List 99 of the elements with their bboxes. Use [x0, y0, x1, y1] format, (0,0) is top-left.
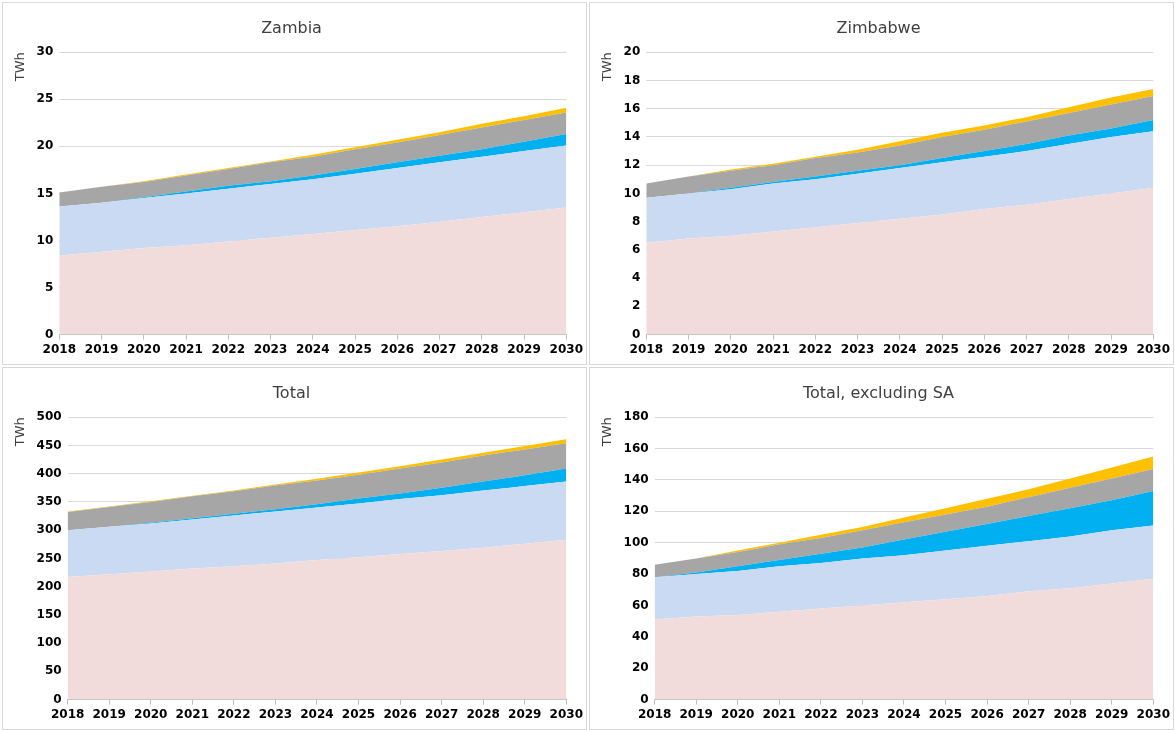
x-tick-label: 2028: [1053, 706, 1087, 721]
y-tick-label: 120: [623, 503, 649, 518]
y-tick-label: 450: [36, 437, 62, 452]
y-tick-label: 200: [36, 578, 62, 593]
y-tick-label: 80: [631, 566, 649, 581]
x-tick-label: 2029: [1095, 706, 1129, 721]
x-tick-label: 2025: [925, 341, 959, 356]
x-tick-label: 2026: [380, 341, 414, 356]
y-tick-label: 5: [44, 279, 54, 294]
x-tick-label: 2030: [1136, 341, 1170, 356]
x-tick-label: 2019: [671, 341, 706, 356]
y-tick-label: 140: [623, 472, 649, 487]
x-tick-label: 2030: [1136, 706, 1170, 721]
y-tick-label: 16: [623, 100, 641, 115]
y-tick-label: 400: [36, 465, 62, 480]
y-axis-title: TWh: [599, 417, 615, 448]
x-tick-label: 2022: [798, 341, 832, 356]
y-tick-label: 6: [631, 242, 641, 257]
y-tick-label: 300: [36, 522, 62, 537]
x-tick-label: 2022: [217, 706, 251, 721]
x-tick-label: 2019: [84, 341, 119, 356]
y-tick-label: 2: [631, 298, 641, 313]
x-tick-label: 2020: [721, 706, 755, 721]
y-tick-label: 20: [36, 138, 54, 153]
y-tick-label: 20: [631, 660, 649, 675]
x-tick-label: 2024: [296, 341, 330, 356]
x-tick-label: 2028: [465, 341, 499, 356]
x-tick-label: 2026: [383, 706, 417, 721]
x-tick-label: 2020: [127, 341, 161, 356]
y-axis-title: TWh: [12, 417, 28, 448]
chart-title: Zimbabwe: [836, 17, 921, 37]
y-tick-label: 0: [53, 691, 62, 706]
x-tick-label: 2021: [762, 706, 797, 721]
x-tick-label: 2024: [300, 706, 334, 721]
x-tick-label: 2030: [549, 706, 583, 721]
x-tick-label: 2027: [1011, 706, 1046, 721]
x-tick-label: 2024: [883, 341, 917, 356]
chart-title: Total: [271, 382, 311, 402]
y-tick-label: 0: [640, 691, 649, 706]
x-tick-label: 2023: [845, 706, 880, 721]
chart-title: Total, excluding SA: [801, 382, 955, 402]
x-tick-label: 2026: [970, 706, 1004, 721]
y-tick-label: 150: [36, 607, 62, 622]
x-tick-label: 2029: [508, 706, 542, 721]
x-tick-label: 2022: [804, 706, 838, 721]
y-tick-label: 250: [36, 550, 62, 565]
x-tick-label: 2021: [175, 706, 210, 721]
x-tick-label: 2020: [134, 706, 168, 721]
x-tick-label: 2028: [1052, 341, 1086, 356]
x-tick-label: 2020: [714, 341, 748, 356]
y-tick-label: 0: [44, 326, 54, 341]
x-tick-label: 2018: [629, 341, 663, 356]
x-tick-label: 2019: [679, 706, 713, 721]
x-tick-label: 2025: [341, 706, 376, 721]
y-axis-title: TWh: [599, 52, 615, 83]
x-tick-label: 2021: [756, 341, 790, 356]
x-tick-label: 2027: [424, 706, 459, 721]
y-tick-label: 100: [623, 534, 649, 549]
y-tick-label: 0: [631, 326, 641, 341]
y-tick-label: 50: [44, 663, 62, 678]
y-tick-label: 10: [623, 185, 641, 200]
y-tick-label: 12: [623, 157, 641, 172]
x-tick-label: 2030: [549, 341, 583, 356]
y-tick-label: 160: [623, 440, 649, 455]
x-tick-label: 2025: [338, 341, 372, 356]
y-tick-label: 30: [36, 44, 54, 59]
x-tick-label: 2029: [507, 341, 541, 356]
x-tick-label: 2027: [1009, 341, 1044, 356]
y-tick-label: 100: [36, 635, 62, 650]
x-tick-label: 2018: [637, 706, 672, 721]
y-tick-label: 4: [631, 270, 641, 285]
x-tick-label: 2018: [50, 706, 85, 721]
x-tick-label: 2023: [253, 341, 288, 356]
y-tick-label: 25: [36, 91, 54, 106]
y-axis-title: TWh: [12, 52, 28, 83]
x-tick-label: 2026: [967, 341, 1001, 356]
x-tick-label: 2023: [840, 341, 875, 356]
y-tick-label: 500: [36, 409, 62, 424]
chart-title: Zambia: [261, 17, 322, 37]
y-tick-label: 18: [623, 72, 641, 87]
y-tick-label: 8: [631, 213, 641, 228]
x-tick-label: 2022: [211, 341, 245, 356]
y-tick-label: 180: [623, 409, 649, 424]
x-tick-label: 2019: [92, 706, 126, 721]
y-tick-label: 60: [631, 597, 649, 612]
x-tick-label: 2027: [422, 341, 457, 356]
x-tick-label: 2024: [887, 706, 921, 721]
x-tick-label: 2029: [1094, 341, 1128, 356]
y-tick-label: 10: [36, 232, 54, 247]
x-tick-label: 2018: [42, 341, 76, 356]
x-tick-label: 2025: [928, 706, 963, 721]
y-tick-label: 14: [623, 129, 641, 144]
y-tick-label: 350: [36, 494, 62, 509]
x-tick-label: 2028: [466, 706, 500, 721]
y-tick-label: 15: [36, 185, 54, 200]
y-tick-label: 40: [631, 628, 649, 643]
x-tick-label: 2021: [169, 341, 203, 356]
x-tick-label: 2023: [258, 706, 293, 721]
y-tick-label: 20: [623, 44, 641, 59]
